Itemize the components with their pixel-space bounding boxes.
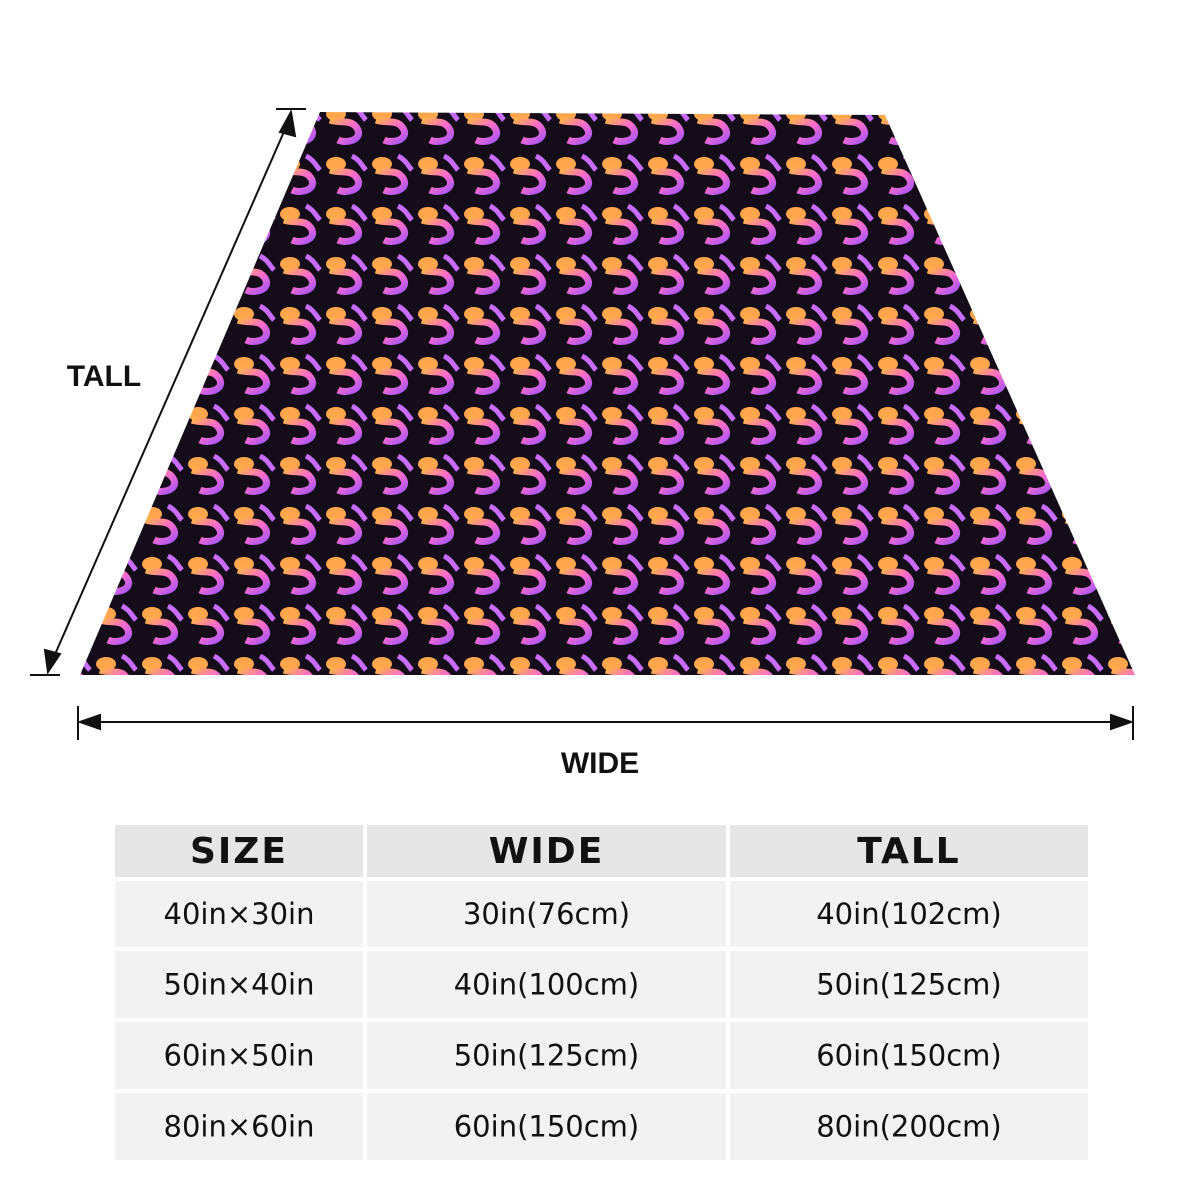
table-cell [730,881,1088,947]
header-text: SIZE [190,831,288,872]
cell-text: 60in(150cm) [454,1110,640,1144]
table-cell [367,1093,726,1160]
header-cell [367,825,726,877]
table-cell [730,1022,1088,1089]
table-cell [115,951,363,1018]
cell-text: 60in(150cm) [816,1039,1002,1073]
cell-text: 50in×40in [164,968,315,1002]
tall-label: TALL [67,360,141,393]
wide-arrow [76,706,1135,740]
cell-text: 40in×30in [164,897,315,931]
cell-text: 50in(125cm) [816,968,1002,1002]
cell-text: 50in(125cm) [454,1039,640,1073]
wide-label: WIDE [561,747,639,780]
cell-text: 80in×60in [164,1110,315,1144]
table-cell [115,881,363,947]
tall-arrow [30,108,306,676]
table-cell [367,1022,726,1089]
header-cell [115,825,363,877]
table-cell [115,1093,363,1160]
cell-text: 30in(76cm) [463,897,630,931]
size-table: SIZE WIDE TALL 40in×30in 30in(76cm) 40in(102c… [115,825,1088,1160]
header-text: TALL [857,831,961,872]
cell-text: 40in(100cm) [454,968,640,1002]
table-cell [730,951,1088,1018]
table-cell [115,1022,363,1089]
table-cell [367,951,726,1018]
header-text: WIDE [489,831,605,872]
blanket [80,112,1135,675]
header-cell [730,825,1088,877]
cell-text: 40in(102cm) [816,897,1002,931]
cell-text: 80in(200cm) [816,1110,1002,1144]
table-cell [367,881,726,947]
table-cell [730,1093,1088,1160]
cell-text: 60in×50in [164,1039,315,1073]
